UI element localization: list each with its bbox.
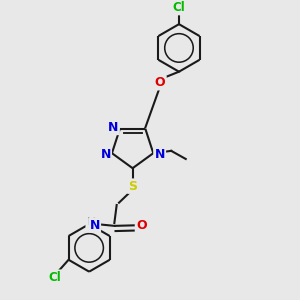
Text: N: N: [108, 121, 118, 134]
Text: N: N: [154, 148, 165, 161]
Text: Cl: Cl: [172, 1, 185, 14]
Text: N: N: [100, 148, 111, 161]
Text: Cl: Cl: [48, 271, 61, 284]
Text: O: O: [155, 76, 166, 89]
Text: O: O: [136, 219, 147, 232]
Text: H: H: [86, 217, 96, 227]
Text: N: N: [89, 218, 100, 232]
Text: S: S: [128, 180, 137, 193]
